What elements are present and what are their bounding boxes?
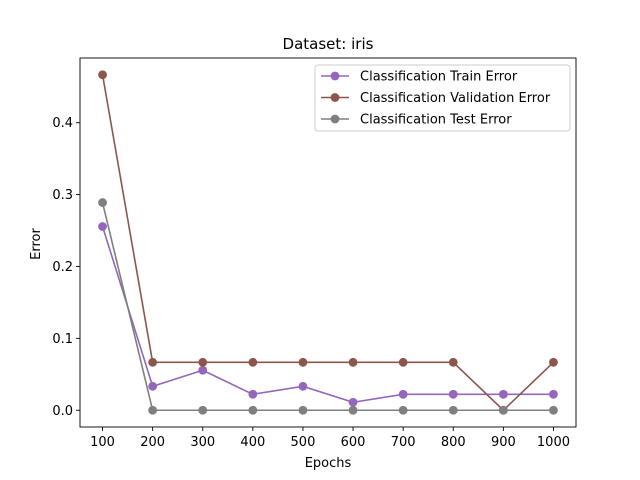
x-tick-label: 200 — [140, 435, 165, 450]
data-point-series-1 — [448, 389, 458, 399]
data-point-series-2 — [248, 357, 258, 367]
data-point-series-2 — [448, 357, 458, 367]
legend-marker-2 — [330, 93, 340, 102]
series-line-2 — [101, 74, 555, 412]
data-point-series-3 — [498, 405, 508, 415]
legend-box — [314, 64, 571, 132]
series-line-3 — [101, 202, 554, 412]
data-point-series-3 — [248, 405, 258, 415]
x-tick-label: 400 — [240, 435, 265, 450]
y-axis-label: Error — [29, 228, 44, 260]
data-point-series-3 — [398, 405, 408, 415]
x-tick-label: 800 — [441, 435, 466, 450]
legend-label-1: Classification Train Error — [360, 70, 518, 85]
y-tick-label: 0.3 — [52, 188, 73, 203]
legend-marker-3 — [330, 114, 340, 124]
series-line-1 — [101, 226, 554, 404]
data-point-series-2 — [98, 70, 107, 80]
y-tick-label: 0.0 — [52, 404, 73, 419]
data-point-series-2 — [549, 357, 558, 367]
data-point-series-1 — [498, 389, 508, 399]
data-point-series-3 — [148, 405, 158, 415]
data-point-series-2 — [298, 357, 308, 367]
x-tick-label: 1000 — [537, 435, 570, 450]
data-point-series-1 — [298, 381, 308, 391]
data-point-series-3 — [448, 405, 458, 415]
data-point-series-3 — [198, 405, 208, 415]
axes-frame — [79, 57, 577, 428]
data-point-series-3 — [348, 405, 358, 415]
data-point-series-1 — [198, 365, 208, 375]
legend-label-2: Classification Validation Error — [360, 91, 551, 106]
data-point-series-1 — [348, 397, 358, 407]
x-tick-label: 300 — [190, 435, 215, 450]
y-tick-label: 0.4 — [52, 116, 73, 131]
data-point-series-2 — [348, 357, 358, 367]
data-point-series-1 — [549, 389, 558, 399]
plot-area: 100 200 300 400 500 600 700 800 900 1000 0.0 0.1 0.2… — [52, 57, 577, 450]
data-point-series-1 — [148, 381, 158, 391]
data-point-series-3 — [298, 405, 308, 415]
data-point-series-1 — [248, 389, 258, 399]
x-tick-label: 500 — [291, 435, 316, 450]
data-point-series-2 — [198, 357, 208, 367]
data-point-series-1 — [398, 389, 408, 399]
data-point-series-3 — [549, 405, 558, 415]
y-tick-label: 0.1 — [52, 332, 73, 347]
legend-marker-1 — [330, 71, 340, 81]
data-point-series-2 — [148, 357, 158, 367]
x-tick-label: 900 — [491, 435, 516, 450]
data-point-series-3 — [98, 198, 107, 207]
legend: Classification Train Error Classification… — [314, 64, 571, 132]
x-tick-label: 100 — [90, 435, 115, 450]
x-axis-label: Epochs — [305, 456, 352, 471]
x-tick-label: 700 — [391, 435, 416, 450]
legend-label-3: Classification Test Error — [360, 113, 512, 128]
x-tick-label: 600 — [341, 435, 366, 450]
chart-title: Dataset: iris — [283, 35, 374, 53]
data-point-series-2 — [398, 357, 408, 367]
data-point-series-1 — [98, 222, 107, 231]
y-tick-label: 0.2 — [52, 260, 73, 275]
